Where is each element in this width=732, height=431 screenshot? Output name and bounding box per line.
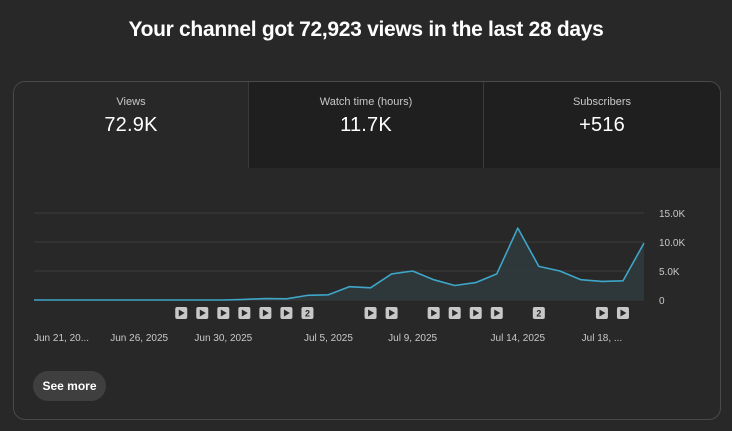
- video-marker[interactable]: [595, 307, 608, 319]
- metric-value: +516: [579, 114, 625, 136]
- y-tick-label: 0: [659, 296, 665, 307]
- tab-views[interactable]: Views 72.9K: [14, 82, 249, 168]
- y-tick-label: 5.0K: [659, 267, 680, 278]
- x-tick-label: Jul 14, 2025: [491, 333, 546, 344]
- metric-label: Views: [116, 96, 146, 108]
- y-tick-label: 10.0K: [659, 238, 685, 249]
- multi-upload-marker[interactable]: 2: [301, 307, 314, 319]
- play-icon: [199, 309, 206, 317]
- play-icon: [599, 309, 606, 317]
- play-icon: [241, 309, 248, 317]
- play-icon: [431, 309, 438, 317]
- x-tick-label: Jun 26, 2025: [110, 333, 168, 344]
- x-tick-label: Jul 9, 2025: [388, 333, 437, 344]
- video-marker[interactable]: [364, 307, 377, 319]
- views-line: [34, 227, 645, 301]
- play-icon: [494, 309, 501, 317]
- video-marker[interactable]: [616, 307, 629, 319]
- x-tick-label: Jun 21, 20...: [34, 333, 89, 344]
- views-area: [34, 228, 644, 300]
- metric-label: Subscribers: [572, 96, 632, 108]
- video-marker[interactable]: [448, 307, 461, 319]
- marker-count: 2: [305, 309, 310, 319]
- play-icon: [283, 309, 290, 317]
- metric-label: Watch time (hours): [319, 96, 413, 108]
- play-icon: [368, 309, 375, 317]
- play-icon: [262, 309, 269, 317]
- multi-upload-marker[interactable]: 2: [532, 307, 545, 319]
- tab-subscribers[interactable]: Subscribers +516: [484, 82, 720, 168]
- metric-value: 11.7K: [340, 114, 392, 136]
- see-more-button[interactable]: See more: [33, 371, 106, 401]
- views-chart: 0 5.0K 10.0K 15.0K 2 2 Jun 21, 20... Jun 26, 20…: [34, 209, 685, 344]
- video-marker[interactable]: [385, 307, 398, 319]
- video-marker[interactable]: [196, 307, 209, 319]
- x-tick-label: Jun 30, 2025: [194, 333, 252, 344]
- play-icon: [178, 309, 185, 317]
- play-icon: [220, 309, 227, 317]
- play-icon: [389, 309, 396, 317]
- video-marker[interactable]: [469, 307, 482, 319]
- video-marker[interactable]: [238, 307, 251, 319]
- play-icon: [620, 309, 627, 317]
- tab-watch-time[interactable]: Watch time (hours) 11.7K: [249, 82, 484, 168]
- marker-count: 2: [536, 309, 541, 319]
- play-icon: [452, 309, 459, 317]
- marker-box: [532, 307, 545, 319]
- video-marker[interactable]: [427, 307, 440, 319]
- video-marker[interactable]: [259, 307, 272, 319]
- x-tick-label: Jul 5, 2025: [304, 333, 353, 344]
- y-tick-label: 15.0K: [659, 209, 685, 220]
- video-marker[interactable]: [217, 307, 230, 319]
- play-icon: [473, 309, 480, 317]
- video-marker[interactable]: [280, 307, 293, 319]
- video-marker[interactable]: [175, 307, 188, 319]
- metric-tabs: Views 72.9K Watch time (hours) 11.7K Sub…: [14, 82, 720, 168]
- metric-value: 72.9K: [104, 114, 158, 136]
- x-tick-label: Jul 18, ...: [582, 333, 623, 344]
- video-marker[interactable]: [490, 307, 503, 319]
- marker-box: [301, 307, 314, 319]
- analytics-card: Views 72.9K Watch time (hours) 11.7K Sub…: [13, 81, 721, 420]
- page-title: Your channel got 72,923 views in the las…: [128, 18, 604, 41]
